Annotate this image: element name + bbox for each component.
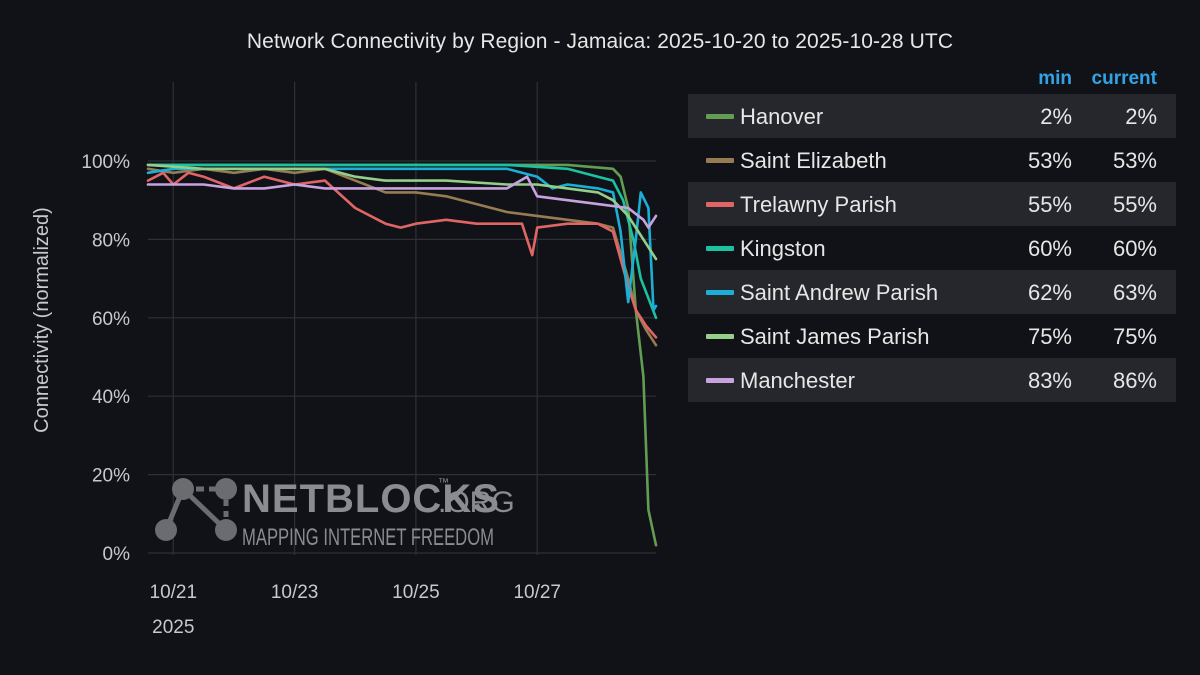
series-line-saint-elizabeth: [146, 167, 658, 347]
y-tick-label: 40%: [92, 387, 130, 408]
legend-swatch: [706, 202, 734, 207]
legend-row-kingston[interactable]: Kingston 60% 60%: [688, 226, 1176, 270]
legend-row-saint-elizabeth[interactable]: Saint Elizabeth 53% 53%: [688, 138, 1176, 182]
legend-row-saint-andrew-parish[interactable]: Saint Andrew Parish 62% 63%: [688, 270, 1176, 314]
legend-min-value: 2%: [1040, 104, 1072, 129]
legend-series-name: Saint James Parish: [740, 324, 930, 349]
legend-series-name: Saint Andrew Parish: [740, 280, 939, 305]
x-tick-label: 10/21: [150, 582, 198, 603]
legend-current-value: 53%: [1112, 148, 1157, 173]
series-line-trelawny-parish: [146, 171, 658, 339]
watermark-brand: NETBLOCKS: [242, 477, 500, 521]
legend-current-value: 86%: [1112, 368, 1157, 393]
x-tick-year-label: 2025: [152, 617, 194, 638]
series-lines: [146, 163, 658, 547]
legend-current-value: 55%: [1112, 192, 1157, 217]
axes: Connectivity (normalized) 0% 20% 40% 60% 80%…: [31, 152, 561, 638]
legend-min-value: 83%: [1027, 368, 1072, 393]
netblocks-watermark: NETBLOCKS .ORG ™ MAPPING INTERNET FREEDO…: [155, 477, 515, 551]
legend-swatch: [706, 334, 734, 339]
legend-swatch: [706, 114, 734, 119]
legend-min-header[interactable]: min: [1038, 68, 1072, 89]
legend-current-value: 75%: [1112, 324, 1157, 349]
legend-min-value: 55%: [1027, 192, 1072, 217]
legend-row-trelawny-parish[interactable]: Trelawny Parish 55% 55%: [688, 182, 1176, 226]
x-tick-label: 10/27: [513, 582, 561, 603]
series-line-saint-james-parish: [146, 163, 658, 261]
legend-row-manchester[interactable]: Manchester 83% 86%: [688, 358, 1176, 402]
legend-row-hanover[interactable]: Hanover 2% 2%: [688, 94, 1176, 138]
watermark-tld: .ORG: [438, 486, 515, 519]
watermark-tagline: MAPPING INTERNET FREEDOM: [242, 524, 494, 551]
x-tick-label: 10/23: [271, 582, 319, 603]
x-tick-label: 10/25: [392, 582, 440, 603]
legend-series-name: Trelawny Parish: [740, 192, 897, 217]
legend-series-name: Manchester: [740, 368, 855, 393]
y-axis-title: Connectivity (normalized): [31, 207, 53, 433]
legend-current-value: 2%: [1125, 104, 1157, 129]
legend-current-value: 63%: [1112, 280, 1157, 305]
legend-series-name: Saint Elizabeth: [740, 148, 887, 173]
legend-series-name: Kingston: [740, 236, 826, 261]
legend-min-value: 75%: [1027, 324, 1072, 349]
y-tick-label: 80%: [92, 230, 130, 251]
y-tick-label: 0%: [103, 544, 131, 565]
watermark-tm: ™: [438, 477, 449, 489]
legend-rows: Hanover 2% 2% Saint Elizabeth 53% 53% Tr…: [688, 94, 1176, 402]
y-tick-label: 60%: [92, 309, 130, 330]
legend-row-saint-james-parish[interactable]: Saint James Parish 75% 75%: [688, 314, 1176, 358]
legend-current-header[interactable]: current: [1091, 68, 1157, 89]
netblocks-logo-icon: [155, 478, 237, 541]
legend-current-value: 60%: [1112, 236, 1157, 261]
legend-swatch: [706, 246, 734, 251]
series-line-manchester: [146, 175, 658, 229]
grid: [148, 82, 656, 555]
chart-title: Network Connectivity by Region - Jamaica…: [246, 30, 954, 53]
y-tick-label: 100%: [81, 152, 130, 173]
legend-swatch: [706, 290, 734, 295]
legend-header: min current: [688, 68, 1176, 94]
legend-min-value: 60%: [1027, 236, 1072, 261]
legend-swatch: [706, 378, 734, 383]
legend-min-value: 62%: [1027, 280, 1072, 305]
y-tick-label: 20%: [92, 466, 130, 487]
legend-series-name: Hanover: [740, 104, 824, 129]
series-line-kingston: [146, 163, 658, 320]
legend-table: min current Hanover 2% 2% Saint Elizabet…: [688, 68, 1176, 402]
legend-swatch: [706, 158, 734, 163]
legend-min-value: 53%: [1027, 148, 1072, 173]
